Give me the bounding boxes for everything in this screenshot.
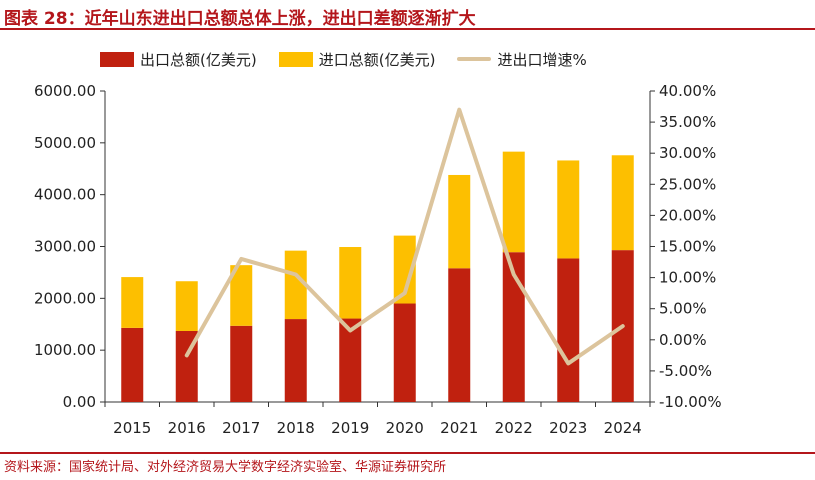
bar-export	[393, 303, 416, 402]
bar-import	[611, 155, 634, 251]
y-right-tick-label: 15.00%	[659, 238, 716, 256]
bar-export	[230, 325, 253, 402]
bar-import	[557, 160, 580, 259]
title-bar: 图表 28：近年山东进出口总额总体上涨，进出口差额逐渐扩大	[0, 0, 815, 30]
legend-item-growth: 进出口增速%	[457, 49, 587, 70]
y-left-tick-label: 3000.00	[34, 238, 96, 256]
bar-export	[121, 327, 144, 402]
x-tick-label: 2022	[495, 419, 533, 437]
bar-import	[121, 277, 144, 328]
chart-title: 图表 28：近年山东进出口总额总体上涨，进出口差额逐渐扩大	[4, 9, 476, 29]
legend-swatch-export	[100, 51, 134, 67]
y-right-tick-label: 10.00%	[659, 269, 716, 287]
bar-import	[284, 250, 307, 320]
bar-import	[230, 265, 253, 326]
x-tick-label: 2020	[386, 419, 424, 437]
legend-label-growth: 进出口增速%	[497, 50, 587, 69]
bar-export	[284, 319, 307, 402]
y-left-tick-label: 2000.00	[34, 289, 96, 307]
y-right-tick-label: 20.00%	[659, 206, 716, 224]
y-right-tick-label: -10.00%	[659, 393, 722, 411]
x-tick-label: 2023	[549, 419, 587, 437]
legend-item-export: 出口总额(亿美元)	[100, 49, 257, 70]
y-right-tick-label: 35.00%	[659, 113, 716, 131]
x-tick-label: 2024	[604, 419, 642, 437]
title-underline	[0, 28, 815, 30]
y-left-tick-label: 4000.00	[34, 186, 96, 204]
y-left-tick-label: 0.00	[63, 393, 96, 411]
bar-export	[557, 258, 580, 402]
x-tick-label: 2017	[222, 419, 260, 437]
legend-label-export: 出口总额(亿美元)	[140, 50, 257, 69]
legend-swatch-growth	[457, 57, 492, 61]
y-right-tick-label: 40.00%	[659, 82, 716, 100]
y-right-tick-label: -5.00%	[659, 362, 712, 380]
source-note: 资料来源：国家统计局、对外经济贸易大学数字经济实验室、华源证券研究所	[4, 460, 447, 475]
y-left-tick-label: 1000.00	[34, 341, 96, 359]
bar-import	[502, 151, 525, 253]
bar-export	[339, 318, 362, 402]
bar-import	[448, 174, 471, 269]
chart-canvas: 0.00 1000.00 2000.00 3000.00 4000.00 5000.00 6…	[34, 82, 722, 437]
y-left-tick-label: 6000.00	[34, 82, 96, 100]
x-tick-label: 2018	[277, 419, 315, 437]
bar-import	[339, 247, 362, 319]
y-right-tick-label: 5.00%	[659, 300, 707, 318]
y-right-tick-label: 25.00%	[659, 175, 716, 193]
x-tick-label: 2016	[168, 419, 206, 437]
y-right-tick-label: 0.00%	[659, 331, 707, 349]
x-tick-label: 2021	[440, 419, 478, 437]
x-tick-label: 2015	[113, 419, 151, 437]
legend-label-import: 进口总额(亿美元)	[318, 50, 436, 69]
line-growth	[184, 107, 625, 366]
y-right-tick-label: 30.00%	[659, 144, 716, 162]
x-tick-label: 2019	[331, 419, 369, 437]
bar-import	[175, 281, 198, 331]
source-divider	[0, 452, 815, 454]
legend-swatch-import	[278, 51, 313, 67]
y-left-tick-label: 5000.00	[34, 134, 96, 152]
bar-import	[393, 235, 416, 304]
bar-export	[502, 252, 525, 402]
chart-legend: 出口总额(亿美元) 进口总额(亿美元) 进出口增速%	[100, 48, 609, 70]
legend-item-import: 进口总额(亿美元)	[278, 49, 436, 70]
bar-export	[448, 268, 471, 402]
